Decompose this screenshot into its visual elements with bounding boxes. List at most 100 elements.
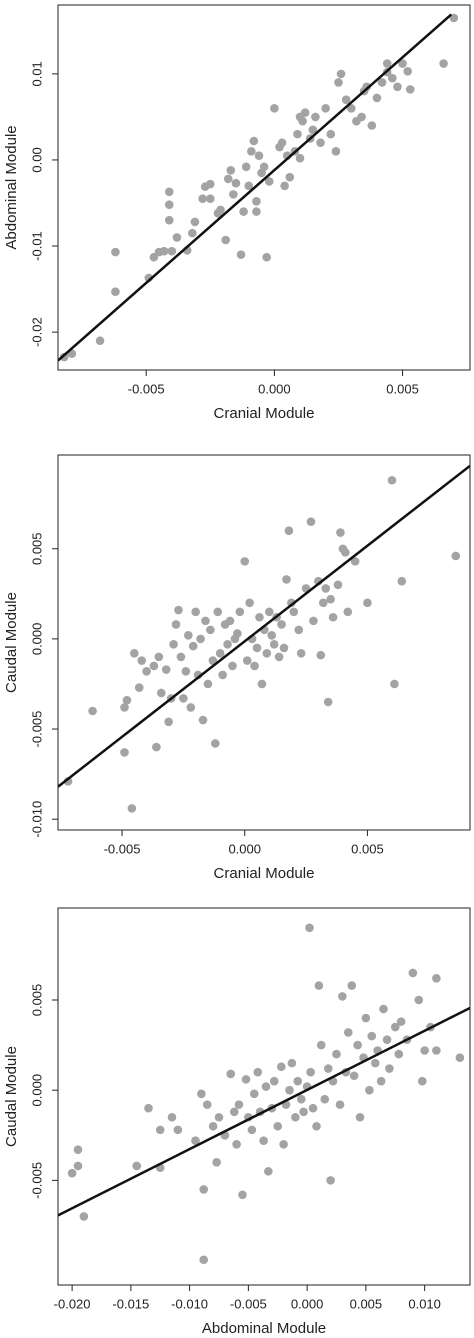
point	[432, 1046, 441, 1055]
point	[262, 252, 271, 262]
point	[225, 616, 235, 626]
trend-line	[58, 1006, 470, 1217]
point	[361, 1013, 371, 1023]
point	[308, 125, 318, 135]
point	[173, 1125, 183, 1135]
point	[239, 207, 248, 216]
point	[199, 1185, 209, 1194]
point	[321, 104, 330, 113]
point	[206, 625, 215, 635]
panel: -0.020 -0.015 -0.010 -0.005 0.000 0.005 0.010 -…	[3, 907, 471, 1337]
point	[188, 641, 198, 651]
point	[357, 112, 366, 122]
x-tick-label: 0.000	[291, 1296, 324, 1311]
point	[372, 93, 382, 103]
point	[323, 1064, 333, 1073]
point	[247, 1125, 257, 1135]
point	[432, 974, 441, 983]
point	[326, 129, 336, 139]
y-tick-label: -0.005	[29, 1162, 44, 1199]
point	[293, 1076, 303, 1086]
point	[164, 187, 174, 197]
point	[250, 661, 259, 671]
point	[398, 59, 407, 68]
point	[367, 121, 377, 130]
point	[218, 670, 227, 680]
point	[176, 652, 186, 662]
point	[186, 703, 196, 712]
point	[255, 612, 264, 622]
point	[257, 679, 267, 689]
point	[439, 59, 448, 68]
point	[393, 82, 402, 92]
point	[333, 580, 343, 590]
point	[316, 650, 326, 660]
point	[282, 575, 291, 584]
point	[349, 1071, 359, 1081]
point	[174, 605, 183, 615]
point	[88, 706, 97, 716]
point	[385, 1064, 394, 1073]
point	[336, 69, 346, 79]
point	[59, 352, 69, 362]
point	[238, 1190, 247, 1200]
point	[335, 1100, 345, 1109]
point	[231, 178, 241, 188]
point	[284, 526, 294, 536]
trend-line	[58, 13, 453, 362]
point	[181, 667, 191, 676]
point	[264, 1167, 273, 1176]
point	[331, 147, 341, 156]
x-tick-label: 0.010	[408, 1296, 441, 1311]
y-tick-label: -0.005	[29, 711, 44, 748]
point	[120, 748, 129, 757]
point	[382, 59, 392, 68]
point	[167, 246, 177, 256]
point	[343, 1028, 353, 1037]
point	[223, 174, 233, 184]
point	[306, 517, 316, 527]
plot-frame	[57, 454, 471, 831]
point	[273, 1121, 283, 1131]
point	[390, 1022, 400, 1032]
point	[172, 233, 182, 242]
point	[198, 715, 208, 725]
point	[408, 968, 418, 978]
point	[130, 649, 139, 658]
point	[205, 179, 215, 189]
x-tick-label: 0.005	[351, 841, 384, 856]
y-tick-label: -0.01	[29, 231, 44, 261]
point	[295, 153, 305, 163]
point	[363, 598, 372, 608]
x-tick-label: -0.005	[104, 841, 141, 856]
point	[388, 73, 397, 83]
point	[241, 162, 251, 172]
point	[367, 1031, 377, 1041]
point	[252, 196, 261, 206]
point	[161, 665, 171, 674]
point	[403, 66, 413, 76]
point	[240, 557, 250, 566]
point	[215, 649, 225, 658]
point	[341, 548, 350, 557]
point	[379, 1004, 388, 1014]
point	[279, 1140, 288, 1149]
points	[67, 923, 465, 1265]
x-tick-label: 0.005	[386, 381, 419, 396]
point	[247, 147, 256, 156]
point	[291, 1112, 300, 1122]
x-tick-label: -0.005	[230, 1296, 267, 1311]
point	[314, 981, 324, 990]
point	[274, 652, 284, 662]
point	[394, 1049, 404, 1059]
point	[341, 95, 351, 104]
point	[229, 190, 238, 199]
point	[305, 923, 314, 933]
point	[334, 78, 343, 87]
panel: -0.005 0.000 0.005 -0.010 -0.005 0.000 0.005 Cr…	[3, 454, 471, 882]
x-axis-title: Cranial Module	[214, 405, 315, 422]
point	[338, 992, 347, 1001]
point	[157, 688, 166, 698]
point	[323, 697, 333, 707]
point	[73, 1145, 83, 1155]
